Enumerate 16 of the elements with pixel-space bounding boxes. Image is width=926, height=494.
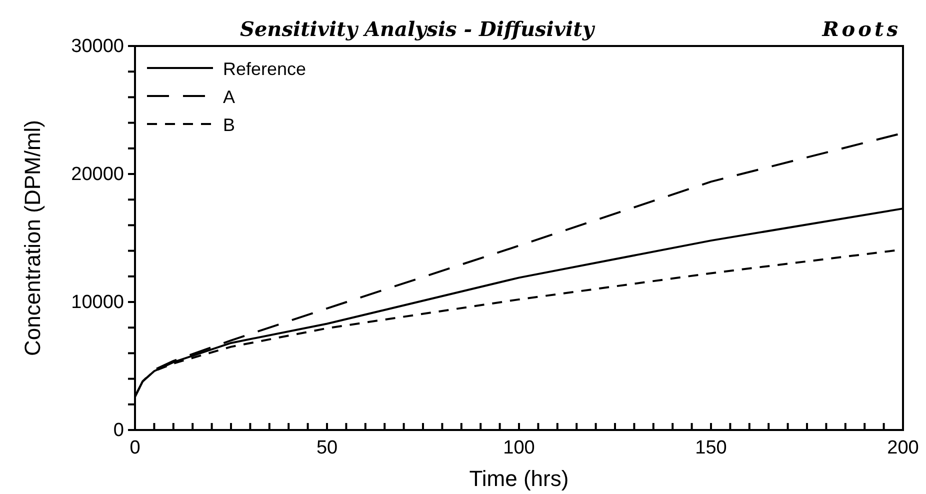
y-axis-title: Concentration (DPM/ml): [20, 120, 45, 356]
legend-label: Reference: [223, 59, 306, 79]
x-tick-label: 150: [695, 437, 727, 458]
y-tick-label: 30000: [71, 36, 124, 58]
y-tick-label: 10000: [71, 292, 124, 314]
x-tick-label: 200: [887, 437, 919, 458]
legend-label: B: [223, 115, 236, 135]
x-tick-label: 100: [503, 437, 535, 458]
x-axis-title: Time (hrs): [469, 466, 569, 491]
y-tick-label: 20000: [71, 164, 124, 186]
x-tick-label: 50: [316, 437, 338, 458]
legend-label: A: [223, 87, 236, 107]
chart-subtitle: Roots: [821, 17, 901, 41]
chart-title: Sensitivity Analysis - Diffusivity: [240, 17, 596, 41]
x-tick-label: 0: [130, 437, 140, 458]
y-tick-label: 0: [113, 420, 124, 442]
